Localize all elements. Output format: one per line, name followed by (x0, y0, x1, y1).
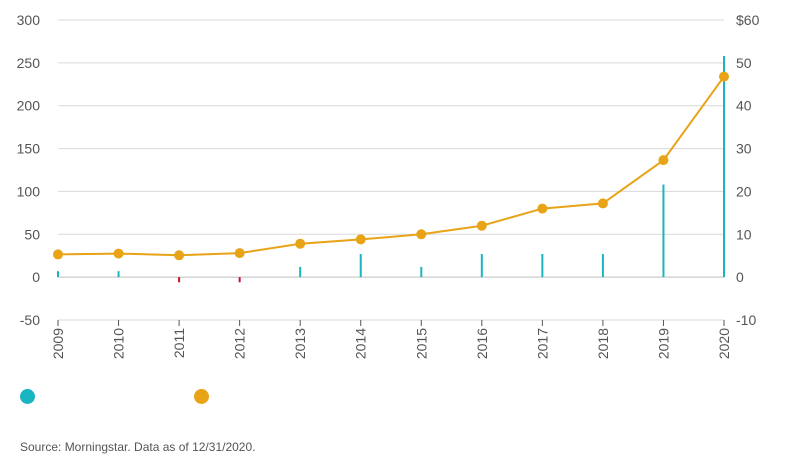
right-tick-label: 10 (736, 226, 752, 242)
series-line (57, 75, 725, 257)
bar (480, 254, 483, 278)
x-tick-label: 2017 (534, 328, 550, 359)
bar (117, 271, 120, 278)
x-tick-label: 2015 (413, 328, 429, 359)
bar (299, 266, 302, 278)
x-tick-label: 2009 (50, 328, 66, 359)
x-tick-label: 2018 (595, 328, 611, 359)
line-point (174, 250, 185, 261)
x-tick-label: 2020 (716, 328, 732, 359)
left-tick-label: 0 (32, 269, 40, 285)
line-point (295, 238, 306, 249)
bar (420, 266, 423, 278)
line-point (597, 198, 608, 209)
right-tick-label: 30 (736, 141, 752, 157)
bar (723, 56, 725, 278)
right-tick-label: 0 (736, 269, 744, 285)
left-tick-label: 50 (24, 226, 40, 242)
legend-item-line (194, 387, 217, 405)
left-tick-label: 200 (17, 98, 41, 114)
left-axis: -50 0 50 100 150 200 250 300 (17, 12, 41, 328)
line-series (53, 71, 729, 261)
legend-marker-line (194, 388, 209, 404)
legend-item-bar (20, 387, 43, 405)
right-tick-label: 20 (736, 183, 752, 199)
source-note: Source: Morningstar. Data as of 12/31/20… (20, 440, 256, 454)
left-tick-label: 150 (17, 141, 41, 157)
left-tick-label: 100 (17, 183, 41, 199)
left-tick-label: 300 (17, 12, 41, 28)
x-tick-label: 2010 (111, 328, 127, 359)
line-point (476, 220, 487, 231)
x-tick-label: 2019 (655, 328, 671, 359)
right-tick-label: 40 (736, 98, 752, 114)
x-tick-label: 2013 (292, 328, 308, 359)
x-tick-label: 2014 (353, 328, 369, 359)
line-point (537, 203, 548, 214)
bar (359, 254, 362, 278)
line-point (719, 71, 729, 82)
legend-marker-bar (20, 388, 35, 404)
bar (541, 254, 544, 278)
right-axis: -10 0 10 20 30 40 50 $60 (736, 12, 760, 328)
bar (662, 184, 665, 278)
bar (601, 254, 604, 278)
right-tick-label: $60 (736, 12, 760, 28)
grid-lines (58, 19, 724, 321)
line-point (234, 248, 245, 259)
left-tick-label: -50 (20, 312, 40, 328)
line-point (113, 248, 124, 259)
line-point (53, 249, 63, 260)
x-tick-label: 2012 (232, 328, 248, 359)
bar (57, 271, 59, 278)
bar (178, 277, 181, 283)
x-tick-label: 2016 (474, 328, 490, 359)
line-point (658, 155, 669, 166)
bar-series (57, 56, 725, 283)
line-point (355, 234, 366, 245)
right-tick-label: 50 (736, 55, 752, 71)
x-tick-label: 2011 (171, 328, 187, 358)
left-tick-label: 250 (17, 55, 41, 71)
right-tick-label: -10 (736, 312, 756, 328)
bar (238, 277, 241, 283)
x-axis: 2009 2010 2011 2012 2013 2014 2015 2016 2017 2018… (50, 320, 732, 359)
line-point (416, 229, 427, 240)
